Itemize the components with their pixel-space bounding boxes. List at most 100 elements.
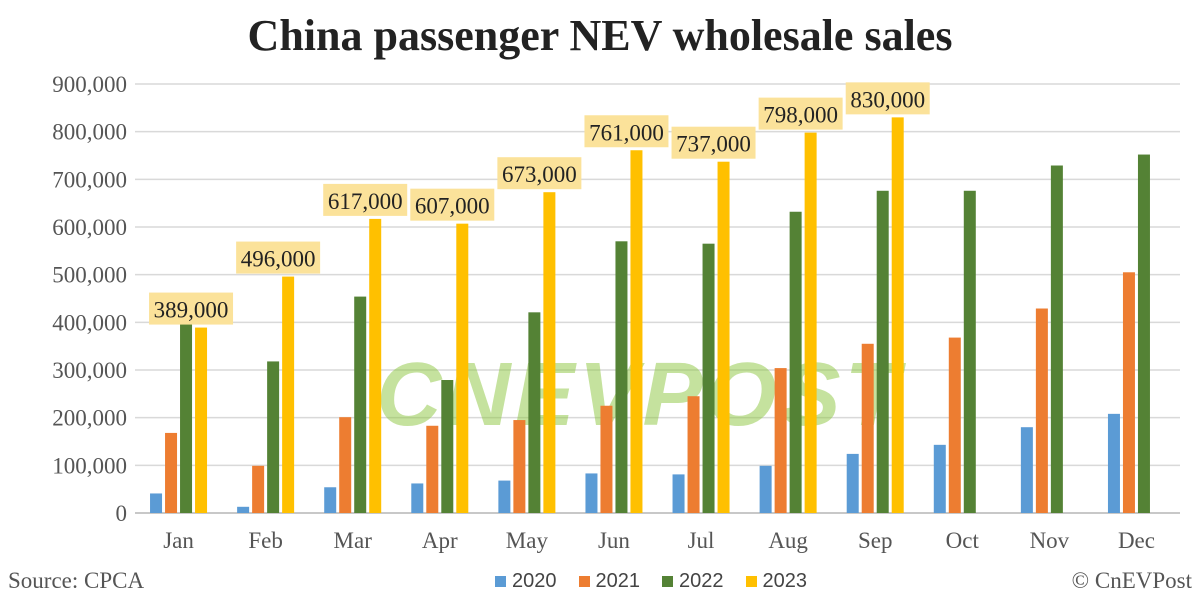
bar-2021-feb (252, 465, 265, 513)
bar-2021-dec (1122, 272, 1135, 513)
bar-2020-jul (672, 474, 685, 513)
bar-2020-apr (411, 483, 424, 513)
bar-2022-oct (963, 190, 976, 514)
data-label-bg (323, 183, 408, 216)
y-tick-label: 100,000 (52, 453, 127, 478)
bar-2020-jan (150, 493, 163, 513)
x-tick-label: Sep (858, 528, 893, 553)
bar-2023-aug (804, 132, 817, 513)
bar-2020-mar (324, 487, 337, 513)
x-tick-label: Apr (422, 528, 458, 553)
bar-2023-may (543, 192, 556, 513)
bar-2023-jul (717, 161, 730, 514)
x-tick-label: Mar (334, 528, 373, 553)
data-label-bg (845, 82, 930, 115)
bar-2023-jan (195, 327, 208, 513)
data-label-bg (671, 126, 756, 159)
data-label: 617,000 (328, 189, 403, 214)
bar-2022-may (528, 312, 541, 513)
bar-2020-sep (846, 453, 859, 513)
legend-label: 2020 (512, 570, 557, 592)
bar-2020-may (498, 480, 511, 513)
data-label: 798,000 (763, 103, 838, 128)
data-label: 737,000 (676, 132, 751, 157)
data-label-bg (584, 115, 669, 148)
legend-swatch (662, 576, 673, 587)
data-label: 761,000 (589, 120, 664, 145)
bar-2021-jan (165, 432, 178, 513)
legend-label: 2023 (762, 570, 808, 592)
bar-2021-jun (600, 405, 613, 513)
y-tick-label: 800,000 (52, 120, 127, 145)
legend-item: 2022 (662, 570, 724, 593)
data-label: 389,000 (154, 298, 229, 323)
bar-2023-sep (891, 117, 904, 513)
bar-2023-mar (369, 218, 382, 513)
bar-2022-jan (180, 319, 193, 513)
bar-2021-may (513, 420, 526, 513)
x-tick-label: Jan (163, 528, 194, 553)
data-label-bg (149, 292, 234, 325)
x-tick-label: Aug (768, 528, 808, 553)
legend-swatch (495, 576, 506, 587)
bar-2021-jul (687, 396, 700, 513)
bar-2023-apr (456, 223, 469, 513)
legend-label: 2022 (679, 570, 724, 592)
bar-2020-nov (1020, 427, 1033, 513)
y-tick-label: 600,000 (52, 215, 127, 240)
y-tick-label: 900,000 (52, 72, 127, 97)
source-note: Source: CPCA (8, 568, 145, 593)
legend-swatch (578, 576, 590, 587)
bar-2022-nov (1050, 165, 1063, 513)
bar-2022-jul (702, 243, 715, 513)
chart-title: China passenger NEV wholesale sales (247, 11, 953, 60)
bar-2021-mar (339, 417, 352, 513)
bar-2020-jun (585, 473, 598, 513)
y-tick-label: 400,000 (52, 310, 127, 335)
bar-2022-dec (1137, 154, 1150, 513)
y-tick-label: 700,000 (52, 167, 127, 192)
legend: 2020 2021 2022 2023 (495, 570, 807, 593)
bar-2021-nov (1035, 308, 1048, 513)
bar-2023-feb (282, 276, 295, 513)
bar-2020-aug (759, 465, 772, 513)
bar-2020-dec (1107, 413, 1120, 513)
bar-2021-aug (774, 368, 787, 513)
x-tick-label: Feb (248, 528, 283, 553)
bar-2022-sep (876, 190, 889, 514)
bar-2021-apr (426, 425, 439, 513)
y-tick-label: 300,000 (52, 358, 127, 383)
legend-item: 2021 (578, 570, 641, 593)
data-label: 607,000 (415, 194, 490, 219)
bar-2022-apr (441, 380, 454, 513)
data-label-bg (236, 241, 321, 274)
bar-2022-feb (267, 361, 280, 513)
bar-2021-sep (861, 343, 874, 513)
x-tick-label: May (506, 528, 549, 553)
bar-2022-aug (789, 211, 802, 513)
data-label: 830,000 (850, 87, 925, 112)
data-label-bg (497, 157, 582, 190)
x-tick-label: Oct (946, 528, 980, 553)
data-label: 673,000 (502, 162, 577, 187)
bar-2022-mar (354, 296, 367, 513)
bar-2020-oct (933, 444, 946, 513)
copyright-note: © CnEVPost (1071, 568, 1192, 593)
x-tick-label: Nov (1030, 528, 1070, 553)
bar-2023-jun (630, 150, 643, 514)
legend-swatch (745, 576, 757, 587)
x-tick-label: Jul (688, 528, 715, 553)
data-label-bg (758, 97, 843, 130)
bar-2021-oct (948, 337, 961, 513)
bar-2020-feb (237, 506, 250, 513)
legend-item: 2020 (495, 570, 557, 593)
y-tick-label: 500,000 (52, 263, 127, 288)
data-label: 496,000 (241, 247, 316, 272)
y-tick-label: 200,000 (52, 406, 127, 431)
x-tick-label: Dec (1118, 528, 1155, 553)
legend-label: 2021 (595, 570, 641, 592)
bar-2022-jun (615, 241, 628, 514)
legend-item: 2023 (745, 570, 808, 593)
